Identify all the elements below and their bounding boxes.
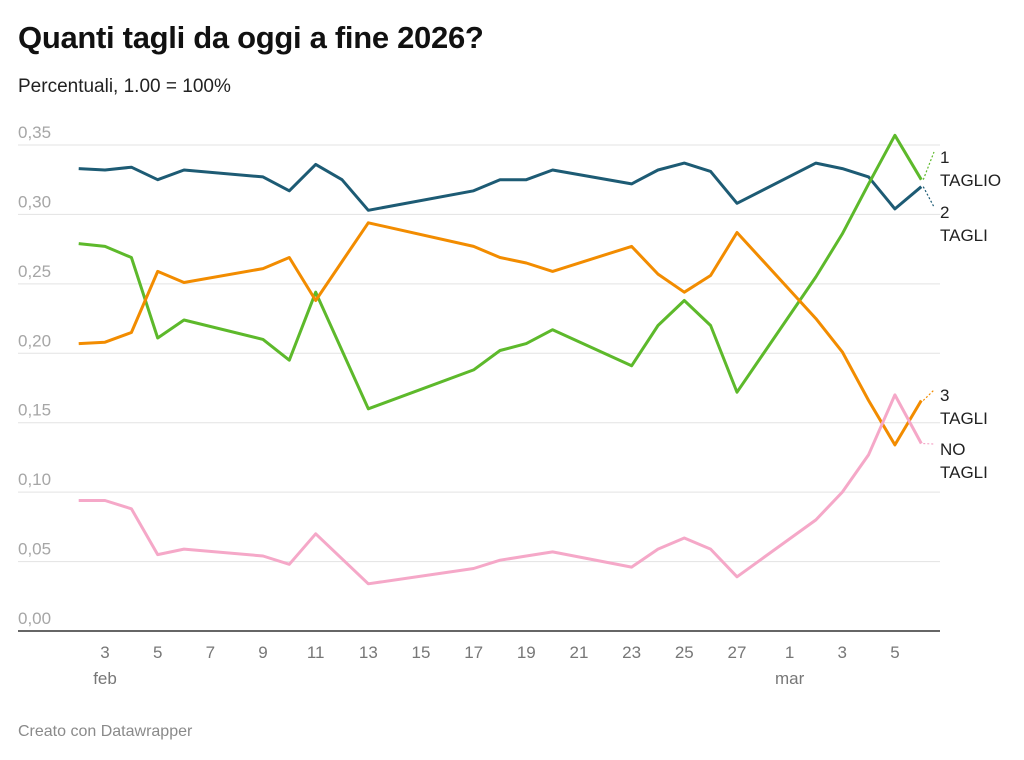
series-label: NO (940, 440, 966, 459)
y-tick-label: 0,15 (18, 401, 51, 420)
series-label: 2 (940, 203, 949, 222)
x-tick-label: 19 (517, 643, 536, 662)
y-axis: 0,00 0,05 0,10 0,15 0,20 0,25 0,30 0,35 (18, 123, 51, 628)
chart-title: Quanti tagli da oggi a fine 2026? (18, 20, 484, 55)
x-tick-label: 27 (727, 643, 746, 662)
y-tick-label: 0,05 (18, 540, 51, 559)
x-tick-label: 17 (464, 643, 483, 662)
x-tick-label: 3 (838, 643, 847, 662)
chart-subtitle: Percentuali, 1.00 = 100% (18, 76, 231, 97)
x-tick-label: 11 (307, 643, 325, 662)
series-line (78, 133, 923, 411)
x-tick-label: 7 (206, 643, 215, 662)
x-tick-label: 3 (100, 643, 109, 662)
month-label: mar (775, 669, 805, 688)
series-label: 1 (940, 148, 949, 167)
x-tick-label: 9 (258, 643, 267, 662)
x-tick-label: 5 (153, 643, 162, 662)
label-connector (922, 186, 935, 208)
y-tick-label: 0,30 (18, 192, 51, 211)
series-label: 3 (940, 386, 949, 405)
x-tick-label: 15 (412, 643, 431, 662)
series-label: TAGLI (940, 463, 988, 482)
series-lines (78, 133, 923, 586)
y-tick-label: 0,20 (18, 331, 51, 350)
x-tick-label: 13 (359, 643, 378, 662)
series-labels: 2 TAGLI 1 TAGLIO 3 TAGLI NO TAGLI (922, 148, 1001, 482)
series-line (78, 393, 923, 586)
x-tick-label: 21 (570, 643, 589, 662)
series-label: TAGLIO (940, 171, 1001, 190)
gridlines (18, 144, 940, 632)
label-connector (922, 151, 935, 180)
x-tick-label: 1 (785, 643, 794, 662)
series-label: TAGLI (940, 409, 988, 428)
y-tick-label: 0,35 (18, 123, 51, 142)
y-tick-label: 0,10 (18, 470, 51, 489)
credit-text: Creato con Datawrapper (18, 723, 193, 740)
series-label: TAGLI (940, 226, 988, 245)
label-connector (922, 389, 935, 401)
month-label: feb (93, 669, 117, 688)
x-tick-label: 23 (622, 643, 641, 662)
y-tick-label: 0,00 (18, 609, 51, 628)
series-line (78, 161, 923, 212)
x-tick-label: 25 (675, 643, 694, 662)
x-tick-label: 5 (890, 643, 899, 662)
y-tick-label: 0,25 (18, 262, 51, 281)
series-line (78, 221, 923, 447)
